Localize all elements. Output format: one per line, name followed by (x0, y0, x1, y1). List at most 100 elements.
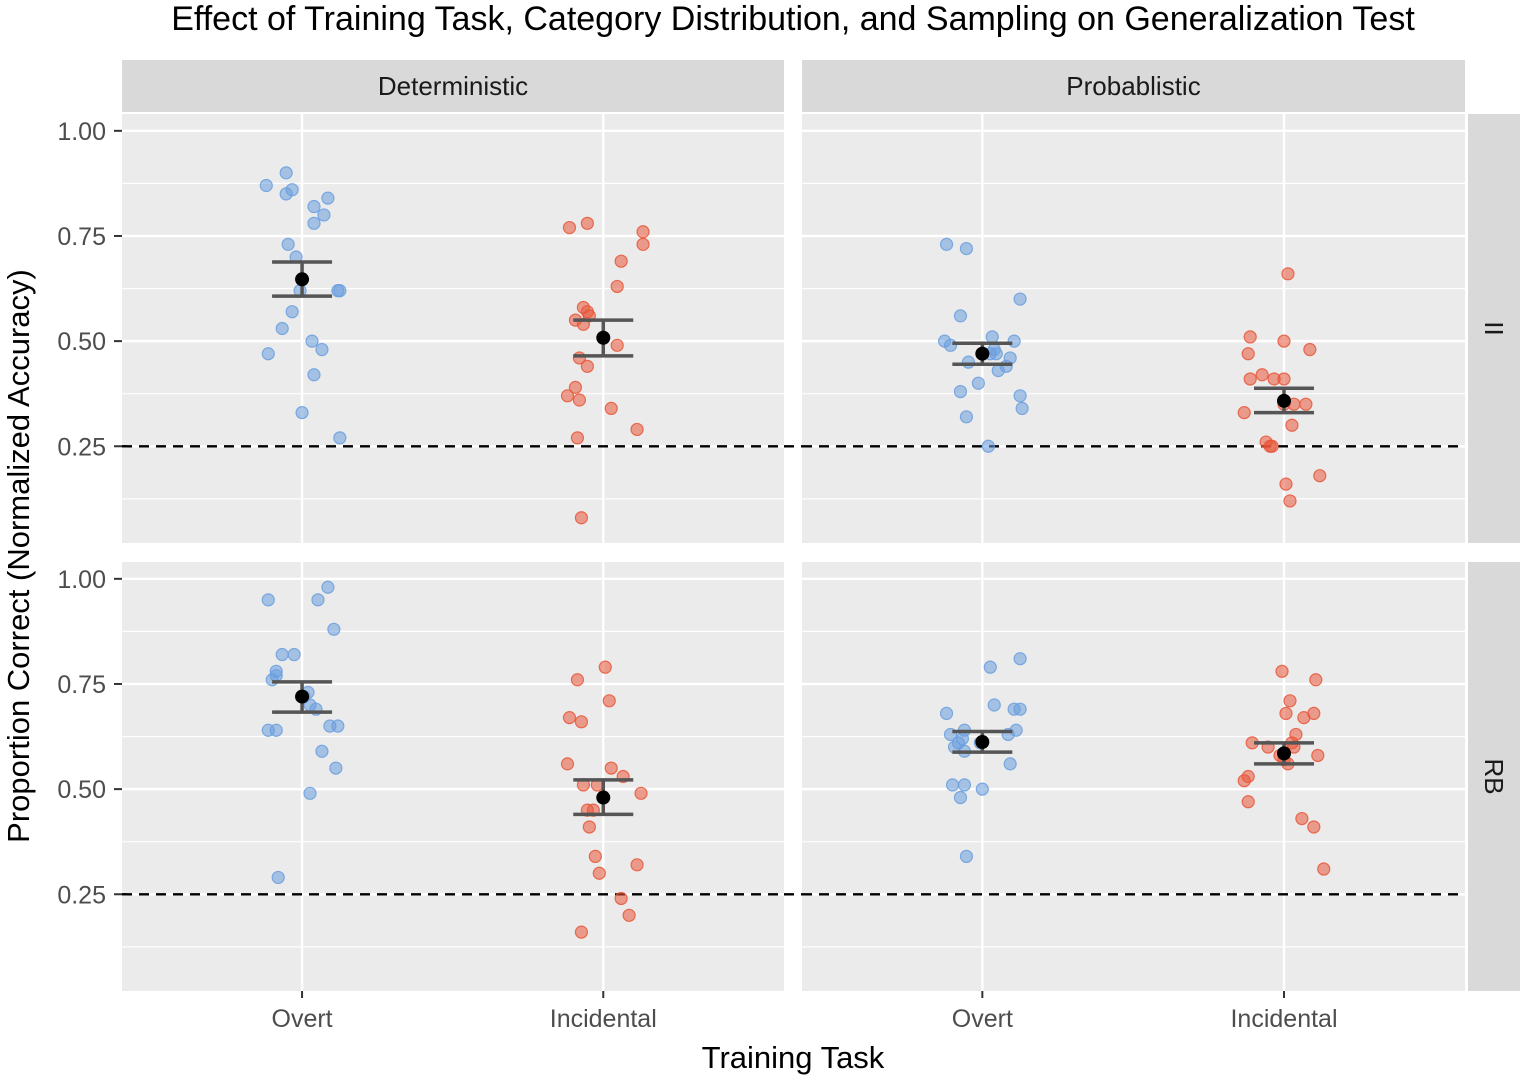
incidental-data-point (574, 511, 589, 525)
incidental-data-point (610, 338, 624, 352)
y-tick-label: 1.00 (57, 118, 106, 146)
incidental-data-point (1297, 711, 1311, 725)
mean-point (596, 790, 611, 805)
overt-data-point (327, 622, 341, 636)
x-tick-label: Incidental (1230, 1005, 1337, 1033)
overt-data-point (307, 368, 321, 382)
column-strip-label: Probablistic (1066, 71, 1200, 101)
incidental-data-point (1307, 820, 1321, 834)
incidental-data-point (1281, 267, 1295, 281)
y-tick-label: 0.50 (57, 328, 106, 356)
overt-data-point (939, 237, 954, 251)
incidental-data-point (1279, 477, 1293, 491)
incidental-data-point (1237, 774, 1251, 788)
overt-data-point (305, 334, 319, 348)
overt-data-point (1013, 702, 1027, 716)
overt-data-point (333, 431, 347, 445)
overt-data-point (989, 347, 1003, 361)
x-axis-title: Training Task (702, 1040, 885, 1075)
y-tick-label: 0.25 (57, 881, 106, 909)
panel-background (122, 114, 784, 543)
incidental-data-point (580, 216, 594, 230)
incidental-data-point (1303, 342, 1317, 357)
overt-data-point (315, 744, 329, 758)
y-tick-label: 1.00 (57, 566, 106, 594)
incidental-data-point (622, 908, 636, 922)
mean-point (1277, 746, 1292, 761)
overt-data-point (939, 706, 954, 721)
incidental-data-point (562, 711, 577, 725)
incidental-data-point (1241, 347, 1255, 361)
overt-data-point (1015, 401, 1029, 416)
incidental-data-point (1283, 494, 1297, 508)
column-strip-label: Deterministic (378, 71, 528, 101)
y-tick-label: 0.75 (57, 671, 106, 699)
incidental-data-point (1243, 330, 1257, 344)
overt-data-point (987, 698, 1001, 712)
overt-data-point (991, 363, 1005, 378)
overt-data-point (275, 647, 289, 662)
overt-data-point (1013, 652, 1027, 666)
mean-point (295, 272, 310, 287)
incidental-data-point (636, 225, 650, 239)
incidental-data-point (588, 849, 602, 864)
row-strip-label: II (1479, 321, 1509, 335)
overt-data-point (311, 593, 325, 607)
overt-data-point (259, 178, 273, 193)
overt-data-point (953, 790, 968, 805)
incidental-data-point (604, 401, 618, 416)
x-tick-label: Incidental (550, 1005, 657, 1033)
panel-background (122, 562, 784, 991)
x-tick-label: Overt (272, 1005, 333, 1033)
overt-data-point (971, 376, 985, 390)
overt-data-point (261, 347, 275, 361)
overt-data-point (959, 241, 974, 256)
mean-point (295, 689, 310, 704)
incidental-data-point (602, 694, 616, 708)
incidental-data-point (574, 715, 589, 729)
chart-title: Effect of Training Task, Category Distri… (171, 0, 1415, 38)
incidental-data-point (582, 820, 596, 834)
overt-data-point (961, 355, 976, 369)
incidental-data-point (1279, 706, 1293, 721)
incidental-data-point (580, 359, 594, 373)
incidental-data-point (1241, 795, 1255, 809)
incidental-data-point (614, 891, 628, 906)
overt-data-point (275, 321, 289, 336)
incidental-data-point (562, 220, 577, 235)
incidental-data-point (1313, 469, 1327, 483)
overt-data-point (265, 673, 279, 687)
incidental-data-point (560, 389, 575, 403)
overt-data-point (269, 723, 283, 737)
panel-background (802, 114, 1465, 543)
incidental-data-point (610, 279, 624, 294)
incidental-data-point (630, 858, 644, 872)
overt-data-point (279, 166, 293, 180)
incidental-data-point (1299, 397, 1313, 411)
incidental-data-point (1237, 406, 1251, 420)
y-tick-label: 0.50 (57, 776, 106, 804)
overt-data-point (985, 330, 999, 344)
incidental-data-point (1317, 862, 1331, 876)
mean-point (975, 735, 990, 750)
incidental-data-point (634, 786, 648, 800)
overt-data-point (307, 199, 321, 214)
overt-data-point (953, 384, 968, 399)
incidental-data-point (568, 380, 583, 394)
mean-point (975, 346, 990, 361)
overt-data-point (271, 870, 285, 885)
incidental-data-point (636, 237, 650, 251)
overt-data-point (1013, 389, 1027, 403)
incidental-data-point (598, 660, 612, 674)
overt-data-point (1013, 292, 1027, 306)
overt-data-point (1007, 334, 1021, 348)
column-strip (802, 60, 1465, 112)
overt-data-point (331, 719, 345, 733)
incidental-data-point (574, 925, 589, 939)
overt-data-point (953, 309, 968, 323)
overt-data-point (945, 778, 960, 792)
incidental-data-point (1311, 748, 1325, 763)
incidental-data-point (1255, 368, 1269, 382)
incidental-data-point (560, 757, 575, 771)
